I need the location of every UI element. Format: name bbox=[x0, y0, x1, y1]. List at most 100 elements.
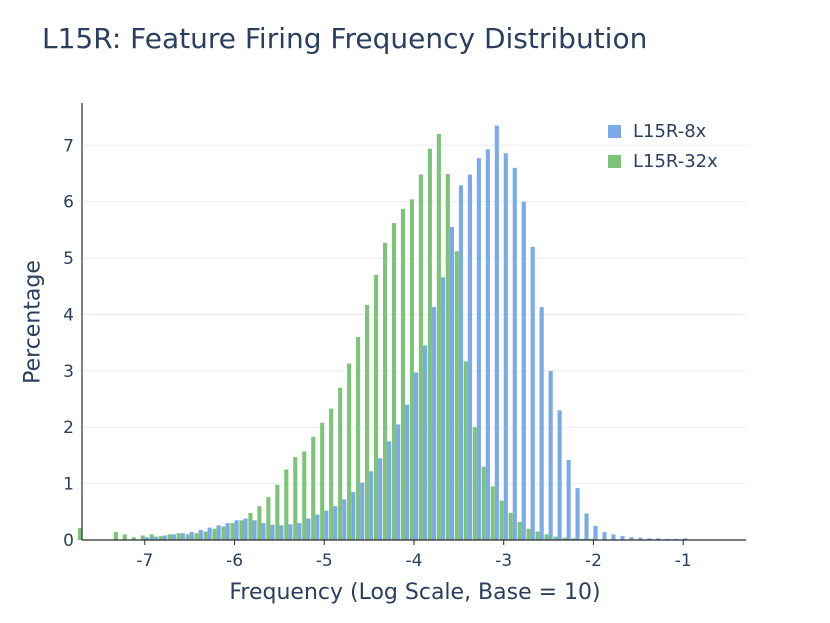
bar-8x bbox=[503, 153, 508, 540]
bar-8x bbox=[369, 471, 374, 540]
y-tick-label: 4 bbox=[63, 305, 74, 325]
bars bbox=[77, 125, 688, 541]
y-tick-label: 6 bbox=[63, 193, 74, 213]
bar-8x bbox=[494, 125, 499, 540]
bar-8x bbox=[405, 404, 410, 540]
bar-8x bbox=[620, 536, 625, 540]
bar-8x bbox=[360, 482, 365, 540]
bar-8x bbox=[422, 345, 428, 540]
bar-32x bbox=[113, 532, 118, 540]
x-tick-label: -5 bbox=[316, 551, 333, 571]
bar-32x bbox=[329, 408, 334, 540]
bar-32x bbox=[239, 520, 244, 540]
bar-8x bbox=[414, 372, 419, 540]
legend-label-32x: L15R-32x bbox=[633, 150, 718, 172]
bar-8x bbox=[324, 510, 329, 540]
y-tick-label: 0 bbox=[63, 531, 74, 551]
bar-32x bbox=[463, 361, 468, 540]
bar-32x bbox=[490, 486, 495, 540]
bar-8x bbox=[647, 538, 652, 540]
x-axis-label: Frequency (Log Scale, Base = 10) bbox=[229, 580, 601, 605]
y-axis-label: Percentage bbox=[20, 260, 46, 384]
bar-8x bbox=[315, 514, 320, 540]
bar-8x bbox=[162, 535, 167, 540]
axes bbox=[81, 103, 746, 545]
bar-8x bbox=[656, 538, 661, 540]
bar-8x bbox=[575, 488, 580, 540]
bar-32x bbox=[365, 304, 370, 540]
bar-32x bbox=[436, 134, 441, 540]
bar-8x bbox=[629, 537, 634, 540]
x-tick-label: -6 bbox=[226, 551, 243, 571]
bar-32x bbox=[266, 497, 271, 540]
bar-8x bbox=[198, 529, 203, 540]
bar-8x bbox=[593, 525, 598, 540]
bar-32x bbox=[356, 337, 361, 540]
bar-8x bbox=[234, 520, 239, 540]
bar-32x bbox=[517, 521, 522, 540]
chart-title: L15R: Feature Firing Frequency Distribut… bbox=[42, 22, 648, 55]
bar-8x bbox=[387, 441, 392, 540]
bar-8x bbox=[584, 513, 589, 540]
legend-swatch-32x bbox=[608, 154, 621, 168]
bar-8x bbox=[396, 424, 401, 540]
bar-8x bbox=[557, 410, 562, 540]
tick-labels: 0 1 2 3 4 5 6 7 -7 -6 -5 -4 -3 -2 -1 bbox=[63, 136, 691, 571]
bar-32x bbox=[400, 209, 406, 540]
bar-8x bbox=[378, 458, 383, 540]
bar-32x bbox=[338, 387, 343, 540]
bar-32x bbox=[571, 538, 576, 540]
bar-32x bbox=[230, 523, 235, 540]
x-tick-label: -1 bbox=[675, 551, 692, 571]
y-tick-label: 1 bbox=[63, 475, 74, 495]
legend-swatch-8x bbox=[608, 124, 621, 138]
bar-8x bbox=[449, 227, 455, 540]
bar-8x bbox=[306, 518, 311, 540]
bar-32x bbox=[257, 506, 262, 540]
bar-32x bbox=[472, 427, 477, 540]
legend: L15R-8x L15R-32x bbox=[608, 116, 718, 176]
x-tick-label: -4 bbox=[406, 551, 423, 571]
y-tick-label: 2 bbox=[63, 418, 74, 438]
bar-32x bbox=[149, 534, 154, 540]
bar-32x bbox=[158, 536, 163, 540]
bar-8x bbox=[431, 307, 437, 540]
x-tick-label: -2 bbox=[585, 551, 602, 571]
bar-8x bbox=[683, 538, 688, 540]
bar-8x bbox=[333, 506, 338, 540]
bar-32x bbox=[320, 422, 325, 540]
bar-32x bbox=[562, 537, 567, 540]
bar-32x bbox=[212, 528, 217, 540]
bar-32x bbox=[302, 451, 307, 540]
bar-8x bbox=[512, 167, 517, 540]
bar-32x bbox=[535, 531, 540, 540]
y-tick-label: 7 bbox=[63, 136, 74, 156]
bar-32x bbox=[284, 469, 289, 540]
bar-8x bbox=[458, 185, 463, 540]
bar-8x bbox=[207, 527, 212, 540]
bar-8x bbox=[144, 537, 149, 540]
bar-32x bbox=[185, 534, 190, 540]
bar-8x bbox=[153, 536, 158, 540]
bar-8x bbox=[252, 520, 257, 540]
bar-8x bbox=[539, 307, 544, 540]
bar-8x bbox=[467, 174, 472, 540]
bar-8x bbox=[297, 523, 302, 540]
bar-8x bbox=[243, 518, 248, 540]
legend-item-8x: L15R-8x bbox=[608, 116, 718, 146]
bar-32x bbox=[311, 436, 316, 540]
bar-8x bbox=[602, 532, 607, 540]
bar-8x bbox=[485, 149, 490, 540]
bar-32x bbox=[77, 528, 82, 540]
legend-label-8x: L15R-8x bbox=[633, 120, 707, 142]
bar-32x bbox=[167, 534, 172, 540]
bar-32x bbox=[553, 536, 558, 540]
x-tick-label: -3 bbox=[495, 551, 512, 571]
bar-32x bbox=[454, 251, 459, 540]
bar-32x bbox=[203, 531, 208, 540]
legend-item-32x: L15R-32x bbox=[608, 146, 718, 176]
bar-8x bbox=[521, 201, 526, 540]
y-tick-label: 3 bbox=[63, 362, 74, 382]
bar-32x bbox=[499, 500, 504, 540]
bar-8x bbox=[180, 533, 185, 540]
